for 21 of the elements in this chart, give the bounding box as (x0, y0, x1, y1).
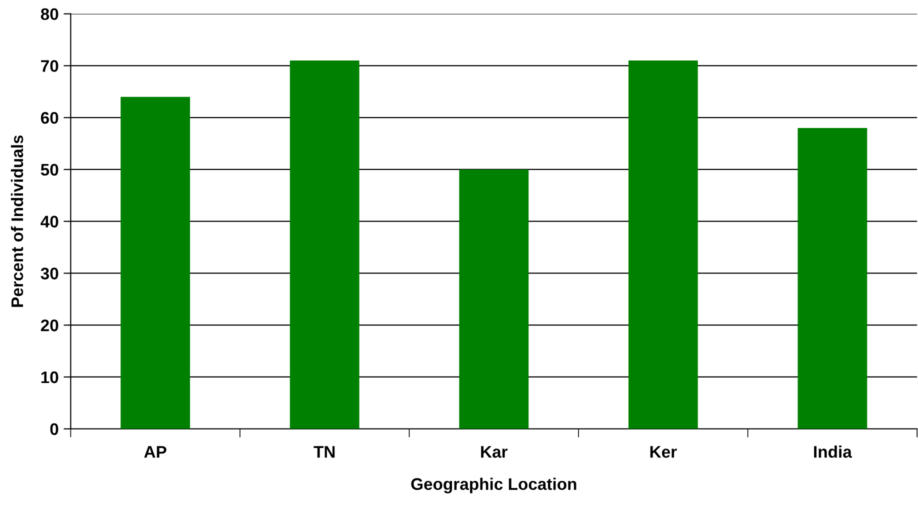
bar (120, 96, 190, 429)
bar (628, 60, 698, 429)
y-tick-label: 0 (50, 423, 58, 436)
y-tick-label: 30 (40, 268, 58, 280)
x-tick-label: AP (144, 446, 166, 458)
x-tick-label: Ker (650, 446, 677, 458)
y-tick-label: 60 (40, 112, 58, 124)
x-axis-title: Geographic Location (411, 478, 576, 494)
x-tick-label: India (814, 446, 852, 458)
y-tick-label: 70 (41, 60, 58, 72)
bar (290, 60, 360, 429)
x-tick-label: TN (314, 446, 335, 458)
y-tick-label: 40 (40, 216, 58, 228)
x-tick-label: Kar (481, 446, 508, 458)
y-tick-label: 20 (40, 320, 58, 332)
bar (798, 128, 868, 429)
bar (459, 169, 529, 429)
y-tick-label: 80 (40, 8, 58, 20)
y-axis-title: Percent of Individuals (10, 135, 24, 307)
y-tick-label: 50 (40, 164, 58, 176)
y-tick-label: 10 (41, 371, 58, 384)
